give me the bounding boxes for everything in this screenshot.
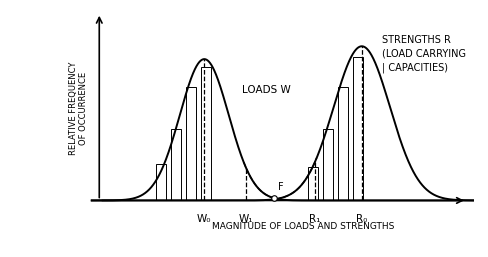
Bar [352, 57, 363, 200]
Text: LOADS W: LOADS W [241, 85, 290, 95]
Bar [307, 167, 318, 200]
Text: RELATIVE FREQUENCY
OF OCCURRENCE: RELATIVE FREQUENCY OF OCCURRENCE [69, 61, 88, 155]
Bar [185, 87, 196, 200]
Text: F: F [278, 182, 283, 191]
Bar [337, 87, 347, 200]
Bar [322, 128, 333, 200]
Bar [156, 164, 166, 200]
Bar [201, 67, 211, 200]
Text: MAGNITUDE OF LOADS AND STRENGTHS: MAGNITUDE OF LOADS AND STRENGTHS [212, 222, 394, 231]
Bar [171, 128, 181, 200]
Text: STRENGTHS R
(LOAD CARRYING
| CAPACITIES): STRENGTHS R (LOAD CARRYING | CAPACITIES) [382, 35, 466, 73]
